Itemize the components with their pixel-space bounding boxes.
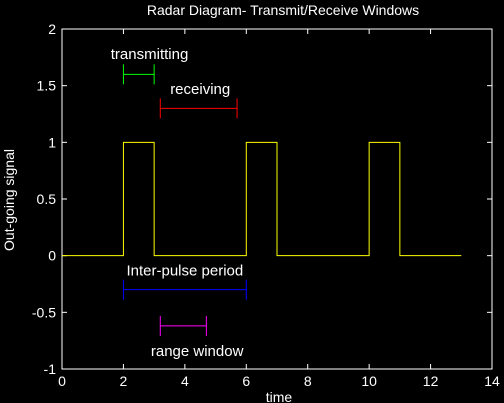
receiving-label: receiving (170, 81, 230, 98)
x-tick-label: 14 (484, 373, 500, 389)
x-tick-label: 12 (423, 373, 439, 389)
x-tick-label: 2 (120, 373, 128, 389)
range-window-label: range window (151, 343, 244, 360)
chart-title: Radar Diagram- Transmit/Receive Windows (147, 2, 419, 18)
x-tick-label: 0 (58, 373, 66, 389)
x-tick-label: 6 (242, 373, 250, 389)
y-tick-label: 0 (48, 248, 56, 264)
y-tick-label: 1 (48, 134, 56, 150)
x-tick-label: 4 (181, 373, 189, 389)
y-axis-label: Out-going signal (1, 149, 17, 251)
x-tick-label: 8 (304, 373, 312, 389)
x-tick-label: 10 (361, 373, 377, 389)
signal-line (62, 141, 462, 257)
x-axis-label: time (266, 389, 293, 403)
inter-pulse-period-label: Inter-pulse period (126, 262, 243, 279)
y-tick-label: 1.5 (37, 78, 57, 94)
y-tick-label: 0.5 (37, 191, 57, 207)
transmitting-label: transmitting (111, 46, 189, 63)
y-tick-label: -1 (44, 361, 57, 377)
y-tick-label: 2 (48, 21, 56, 37)
y-tick-label: -0.5 (32, 304, 56, 320)
